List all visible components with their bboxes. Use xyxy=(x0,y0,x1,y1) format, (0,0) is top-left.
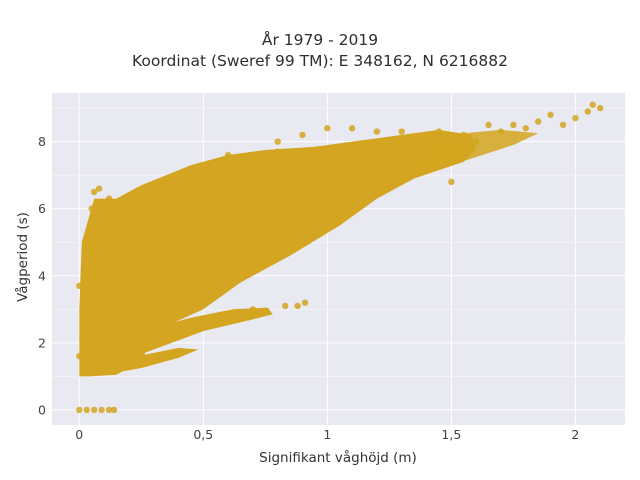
data-point xyxy=(435,128,443,135)
data-point xyxy=(110,406,118,414)
point-cloud xyxy=(79,129,539,377)
x-axis-title: Signifikant våghöjd (m) xyxy=(259,449,417,466)
data-point xyxy=(596,104,604,112)
data-point xyxy=(187,326,195,333)
data-point xyxy=(274,148,281,155)
y-tick-label: 6 xyxy=(38,201,46,216)
data-point xyxy=(324,125,331,132)
data-point xyxy=(105,195,113,202)
data-point xyxy=(301,299,309,306)
data-point xyxy=(522,125,529,132)
data-point xyxy=(572,114,579,122)
data-point xyxy=(81,366,88,373)
data-point xyxy=(100,366,108,373)
data-point xyxy=(175,171,182,179)
data-point xyxy=(88,369,95,377)
data-point xyxy=(584,108,591,115)
data-point xyxy=(398,128,405,135)
x-axis-ticks: 0 0,5 1 1,5 2 xyxy=(75,427,579,442)
y-tick-label: 2 xyxy=(38,335,46,350)
y-tick-label: 4 xyxy=(38,268,46,283)
chart-title-line-1: År 1979 - 2019 xyxy=(261,31,379,49)
point-cloud-tail xyxy=(401,129,539,179)
data-point xyxy=(472,138,480,145)
data-point xyxy=(373,128,381,135)
data-point xyxy=(281,302,289,310)
data-point xyxy=(294,302,301,310)
data-point xyxy=(76,406,83,414)
chart-title-line-2: Koordinat (Sweref 99 TM): E 348162, N 62… xyxy=(132,52,508,70)
data-point xyxy=(497,128,505,135)
data-point xyxy=(224,312,232,320)
data-point xyxy=(88,205,95,212)
data-point xyxy=(589,101,596,108)
y-tick-label: 0 xyxy=(38,402,46,417)
data-point xyxy=(547,111,554,118)
point-cloud-main xyxy=(79,129,477,377)
data-point xyxy=(262,309,269,316)
data-point xyxy=(138,195,145,202)
data-point xyxy=(249,306,257,313)
data-point xyxy=(559,121,567,129)
data-point xyxy=(113,363,120,370)
x-tick-label: 0 xyxy=(75,427,83,442)
data-point xyxy=(274,138,281,145)
data-point xyxy=(348,125,356,132)
data-points xyxy=(76,101,604,414)
point-cloud-low-band xyxy=(104,347,199,375)
data-point xyxy=(140,342,147,350)
data-point xyxy=(95,185,103,192)
data-point xyxy=(410,151,418,159)
data-point xyxy=(224,151,232,159)
data-point xyxy=(90,188,98,196)
point-cloud-band xyxy=(114,307,273,365)
data-point xyxy=(98,406,105,414)
data-point xyxy=(460,131,467,139)
y-axis-title: Vågperiod (s) xyxy=(14,212,31,302)
data-point xyxy=(105,406,113,414)
data-point xyxy=(324,155,331,162)
x-tick-label: 1 xyxy=(323,427,331,442)
y-axis-ticks: 0 2 4 6 8 xyxy=(38,134,46,417)
x-tick-label: 0,5 xyxy=(193,427,213,442)
data-point xyxy=(448,178,455,186)
data-point xyxy=(90,406,98,414)
data-point xyxy=(485,121,492,129)
data-point xyxy=(76,353,83,360)
data-point xyxy=(299,131,306,139)
x-tick-label: 1,5 xyxy=(441,427,461,442)
data-point xyxy=(83,406,90,414)
data-point xyxy=(510,121,517,129)
x-tick-label: 2 xyxy=(571,427,579,442)
data-point xyxy=(534,118,542,125)
data-point xyxy=(76,282,83,290)
y-tick-label: 8 xyxy=(38,134,46,149)
